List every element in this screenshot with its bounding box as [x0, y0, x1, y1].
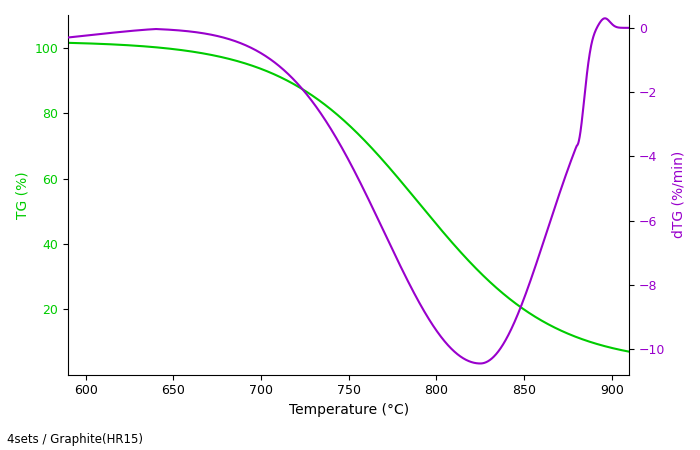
Text: 4sets / Graphite(HR15): 4sets / Graphite(HR15) [7, 432, 143, 446]
Y-axis label: dTG (%/min): dTG (%/min) [671, 151, 685, 238]
Y-axis label: TG (%): TG (%) [15, 171, 29, 219]
X-axis label: Temperature (°C): Temperature (°C) [288, 403, 409, 417]
